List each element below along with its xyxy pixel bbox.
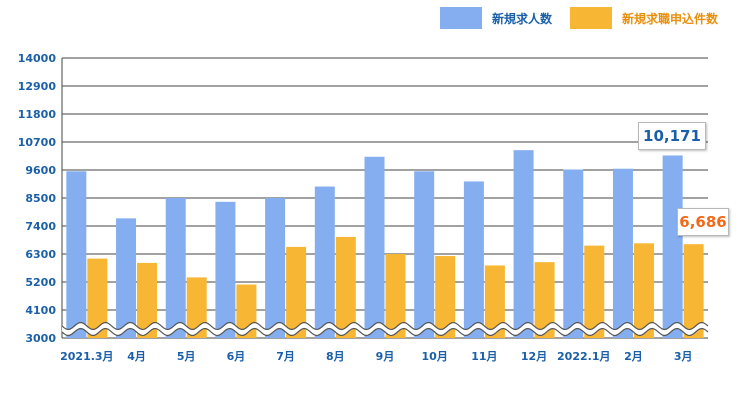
x-tick-label: 4月 [127, 350, 146, 363]
bar-series2 [534, 262, 555, 338]
y-tick-label: 11800 [18, 108, 57, 121]
bar-series1 [116, 218, 137, 338]
x-axis-tick-labels: 2021.3月 4月 5月 6月 7月 8月 9月 10月 11月 12月 2022.1月 2月 3月 [60, 350, 692, 363]
axis-break-line-bottom [61, 327, 709, 337]
x-tick-label: 2022.1月 [557, 350, 610, 363]
bar-series1 [563, 169, 584, 338]
gridlines [61, 57, 708, 339]
y-axis-tick-labels: 14000 12900 11800 10700 9600 8500 7400 6300 5200… [18, 52, 57, 345]
bar-series1 [463, 181, 484, 338]
bar-series1 [314, 186, 335, 338]
bar-series2 [435, 256, 456, 338]
legend-swatch-series1 [440, 7, 482, 29]
bar-series1 [612, 168, 633, 338]
bar-series1 [165, 198, 186, 338]
y-tick-label: 4100 [25, 304, 56, 317]
bar-series1 [364, 156, 385, 338]
y-tick-label: 12900 [18, 80, 57, 93]
legend-item-series2: 新規求職申込件数 [570, 7, 718, 29]
x-tick-label: 12月 [521, 350, 547, 363]
bar-series2 [584, 245, 605, 338]
bar-series2 [683, 244, 704, 338]
bar-series1 [414, 171, 435, 338]
bar-series1 [215, 201, 236, 338]
bar-series2 [286, 246, 307, 338]
x-tick-label: 2021.3月 [60, 350, 113, 363]
y-tick-label: 14000 [18, 52, 57, 65]
legend-swatch-series2 [570, 7, 613, 29]
y-tick-label: 8500 [25, 192, 56, 205]
bar-series2 [385, 254, 406, 338]
bars [66, 150, 704, 338]
callout-series2-last-value: 6,686 [677, 208, 729, 236]
x-tick-label: 10月 [422, 350, 448, 363]
bar-series1 [662, 155, 683, 338]
bar-series1 [265, 198, 286, 338]
x-tick-label: 9月 [376, 350, 395, 363]
bar-series2 [484, 265, 505, 338]
y-tick-label: 9600 [25, 164, 56, 177]
axis-break-line-top [61, 321, 709, 331]
y-tick-label: 10700 [18, 136, 57, 149]
y-tick-label: 3000 [25, 332, 56, 345]
x-tick-label: 11月 [471, 350, 497, 363]
bar-series2 [137, 262, 158, 338]
x-tick-label: 6月 [227, 350, 246, 363]
y-tick-label: 7400 [25, 220, 56, 233]
x-tick-label: 2月 [624, 350, 643, 363]
bar-series2 [335, 236, 356, 338]
x-tick-label: 8月 [326, 350, 345, 363]
legend-item-series1: 新規求人数 [440, 7, 552, 29]
y-tick-label: 6300 [25, 248, 56, 261]
axis-break-band [62, 322, 708, 336]
x-tick-label: 7月 [276, 350, 295, 363]
legend-label-series2: 新規求職申込件数 [622, 11, 719, 26]
callout-series1-last-value: 10,171 [638, 122, 706, 150]
x-tick-label: 5月 [177, 350, 196, 363]
legend: 新規求人数 新規求職申込件数 [440, 7, 718, 29]
bar-series2 [633, 243, 654, 338]
x-tick-label: 3月 [674, 350, 693, 363]
bar-series2 [87, 258, 108, 338]
bar-series1 [66, 171, 87, 338]
axis-break-marks [61, 321, 709, 337]
y-tick-label: 5200 [25, 276, 56, 289]
legend-label-series1: 新規求人数 [492, 11, 553, 26]
bar-series1 [513, 150, 534, 338]
